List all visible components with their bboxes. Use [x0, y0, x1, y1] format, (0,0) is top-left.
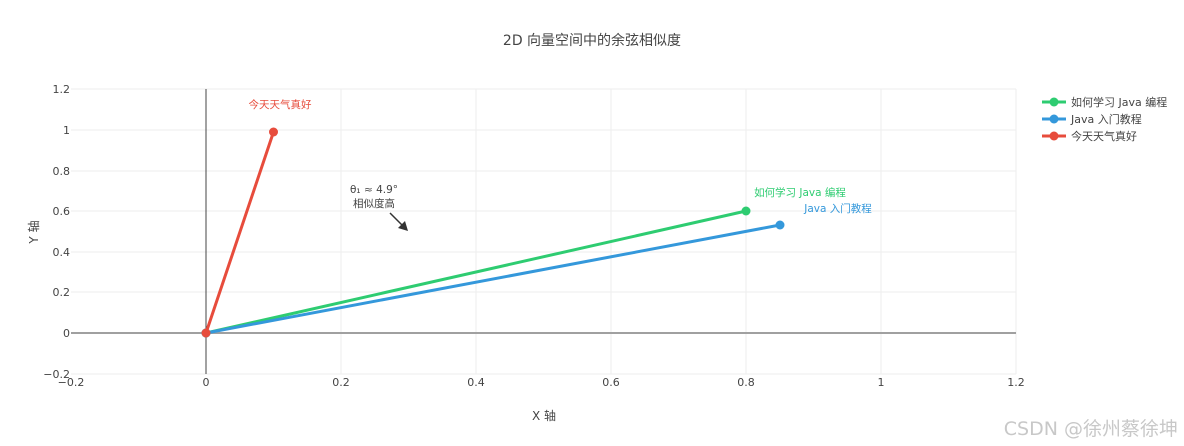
x-tick: 0.4 [467, 376, 485, 389]
legend-item-java-learning[interactable]: 如何学习 Java 编程 [1042, 95, 1167, 109]
y-tick: 1.2 [53, 83, 71, 96]
y-tick: 0.2 [53, 286, 71, 299]
x-tick: 1 [878, 376, 885, 389]
y-axis-title: Y 轴 [26, 220, 41, 244]
data-point[interactable] [775, 220, 785, 230]
angle-annotation: θ₁ ≈ 4.9° 相似度高 [350, 184, 408, 231]
data-point[interactable] [269, 127, 278, 137]
x-axis-ticks: −0.2 0 0.2 0.4 0.6 0.8 1 1.2 [58, 376, 1025, 389]
watermark: CSDN @徐州蔡徐坤 [1004, 418, 1178, 440]
y-tick: 0.8 [53, 165, 71, 178]
x-tick: −0.2 [58, 376, 85, 389]
y-tick: −0.2 [43, 368, 70, 381]
legend: 如何学习 Java 编程 Java 入门教程 今天天气真好 [1042, 95, 1167, 143]
point-label: 今天天气真好 [249, 98, 312, 111]
x-axis-title: X 轴 [532, 408, 556, 423]
annotation-text: 相似度高 [353, 197, 395, 210]
legend-item-weather[interactable]: 今天天气真好 [1042, 129, 1137, 143]
y-tick: 0.4 [53, 246, 71, 259]
y-tick: 0.6 [53, 205, 71, 218]
y-tick: 0 [63, 327, 70, 340]
point-label: Java 入门教程 [803, 202, 872, 215]
series-java-intro[interactable]: Java 入门教程 [201, 202, 873, 338]
legend-label: 如何学习 Java 编程 [1071, 95, 1167, 109]
y-axis-ticks: −0.2 0 0.2 0.4 0.6 0.8 1 1.2 [43, 83, 70, 381]
gridlines [71, 88, 1017, 375]
x-tick: 0.2 [332, 376, 350, 389]
legend-label: Java 入门教程 [1070, 112, 1142, 126]
y-tick: 1 [63, 124, 70, 137]
series-weather[interactable]: 今天天气真好 [201, 98, 312, 338]
annotation-angle: θ₁ ≈ 4.9° [350, 184, 398, 196]
data-point[interactable] [741, 206, 751, 216]
point-label: 如何学习 Java 编程 [754, 186, 846, 199]
legend-label: 今天天气真好 [1071, 129, 1137, 143]
x-tick: 1.2 [1007, 376, 1025, 389]
chart-title: 2D 向量空间中的余弦相似度 [503, 32, 681, 49]
x-tick: 0.8 [737, 376, 755, 389]
x-tick: 0.6 [602, 376, 620, 389]
legend-item-java-intro[interactable]: Java 入门教程 [1042, 112, 1142, 126]
x-tick: 0 [203, 376, 210, 389]
